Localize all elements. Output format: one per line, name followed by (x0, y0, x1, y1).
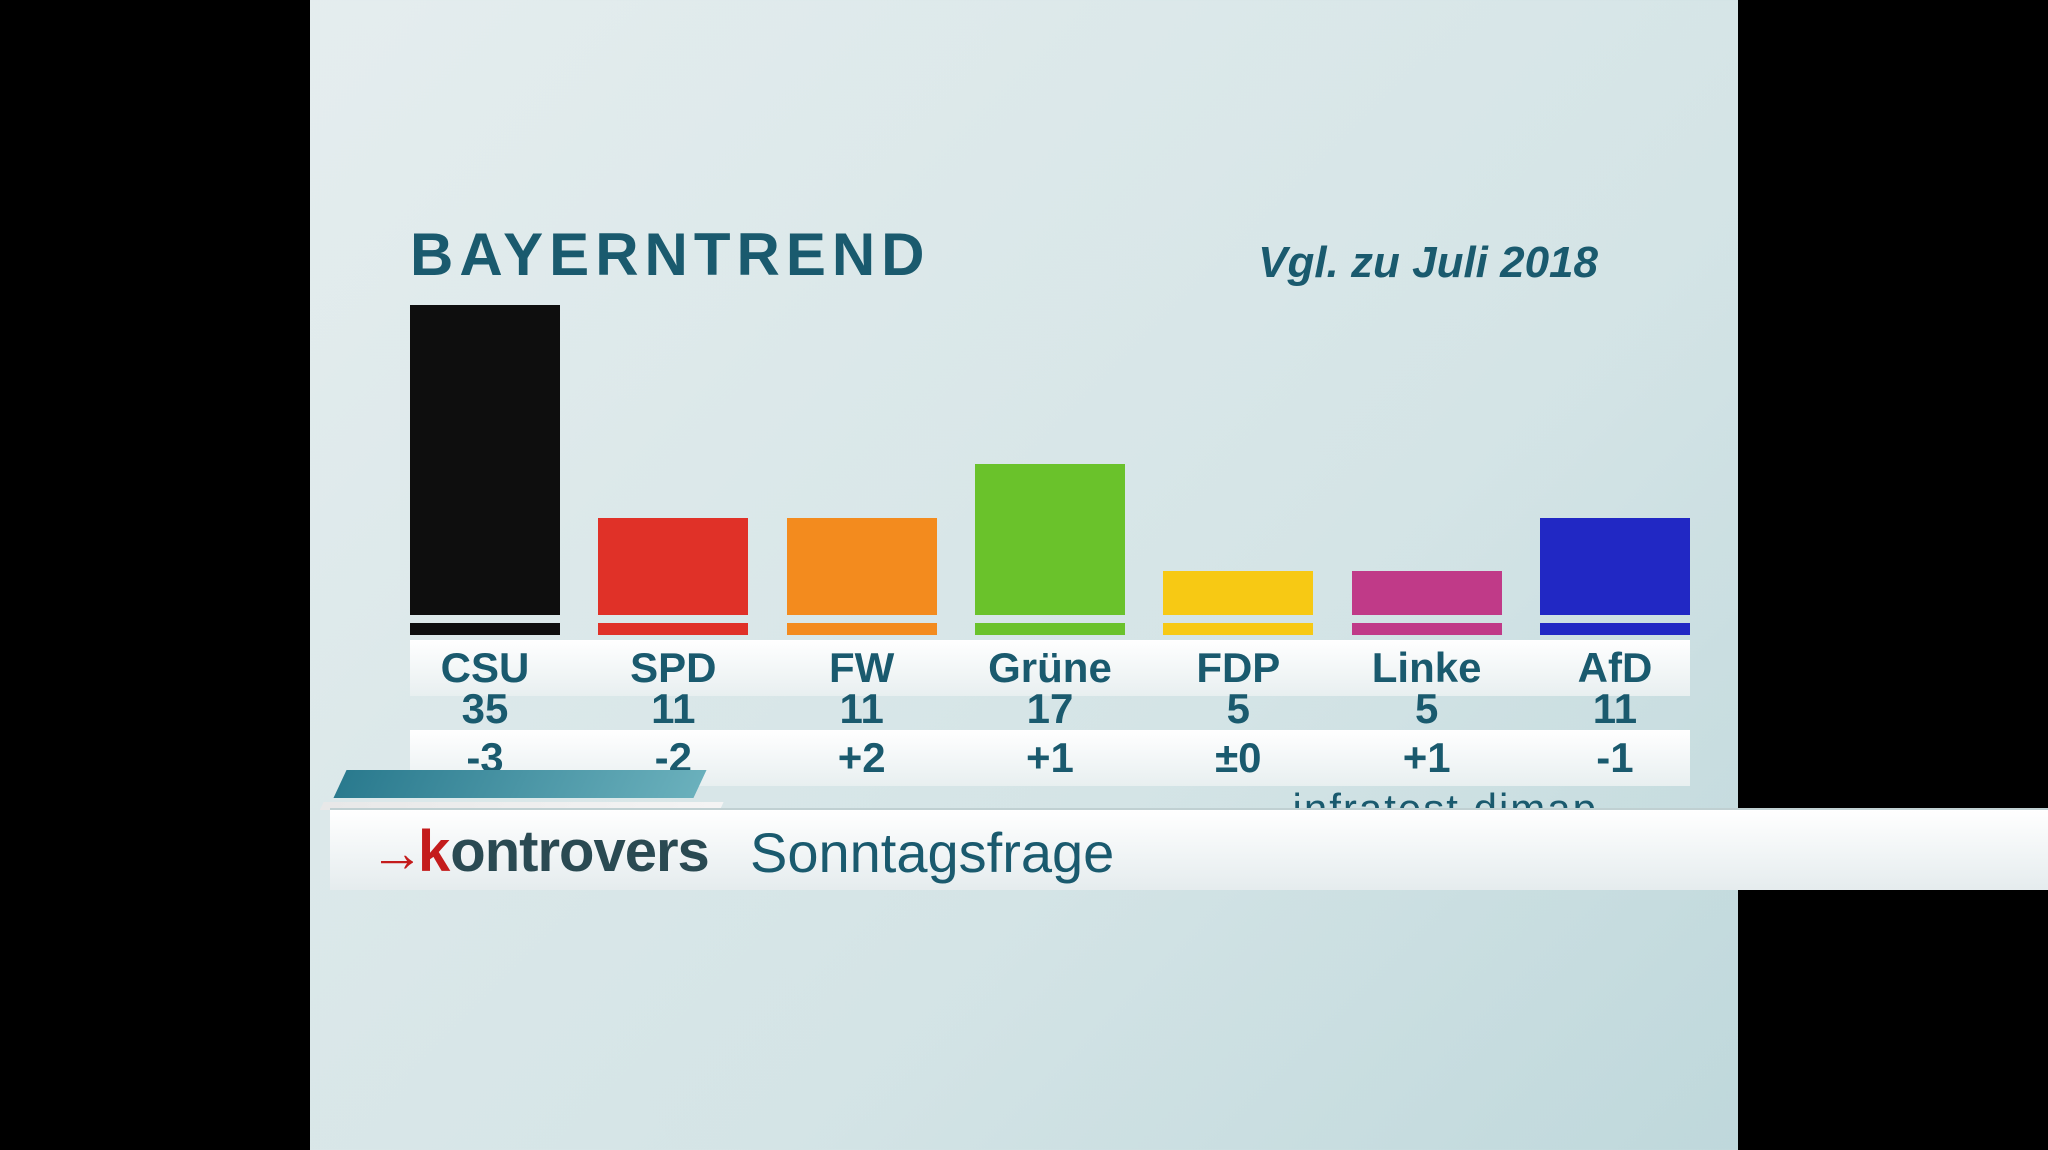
party-value: 11 (598, 685, 748, 733)
letterbox-right (1738, 0, 2048, 1150)
bar-slot (1163, 305, 1313, 615)
bar-chart (410, 305, 1690, 615)
bar-slot (410, 305, 560, 615)
bar (975, 464, 1125, 615)
bar-underline (410, 623, 560, 635)
bar (598, 518, 748, 615)
bar-slot (598, 305, 748, 615)
bar-slot (975, 305, 1125, 615)
bar (787, 518, 937, 615)
party-value: 11 (787, 685, 937, 733)
bar-slot (787, 305, 937, 615)
bar (1352, 571, 1502, 615)
party-values-row: 35 11 11 17 55 11 (410, 685, 1690, 733)
lower-third-accent (333, 770, 706, 798)
bar-underline (1540, 623, 1690, 635)
lower-third: → k ontrovers Sonntagsfrage (310, 770, 2048, 900)
bar (1540, 518, 1690, 615)
letterbox-left (0, 0, 310, 1150)
graphic-frame: BAYERNTREND Vgl. zu Juli 2018 CSUSPDFWGr… (310, 160, 1738, 990)
bar-underline-row (410, 623, 1690, 635)
logo-first-letter: k (418, 818, 450, 885)
party-value: 17 (975, 685, 1125, 733)
bar-slot (1352, 305, 1502, 615)
bar-slot (1540, 305, 1690, 615)
bar-underline (787, 623, 937, 635)
party-value: 5 (1163, 685, 1313, 733)
bar (410, 305, 560, 615)
party-value: 11 (1540, 685, 1690, 733)
party-value: 35 (410, 685, 560, 733)
bar (1163, 571, 1313, 615)
logo-arrow-icon: → (370, 822, 424, 884)
bar-underline (1352, 623, 1502, 635)
party-value: 5 (1352, 685, 1502, 733)
bar-underline (1163, 623, 1313, 635)
bar-underline (598, 623, 748, 635)
kontrovers-logo: → k ontrovers (370, 818, 709, 885)
comparison-label: Vgl. zu Juli 2018 (1258, 238, 1598, 288)
lower-third-subtitle: Sonntagsfrage (750, 820, 1114, 885)
bar-underline (975, 623, 1125, 635)
logo-rest: ontrovers (450, 818, 709, 885)
